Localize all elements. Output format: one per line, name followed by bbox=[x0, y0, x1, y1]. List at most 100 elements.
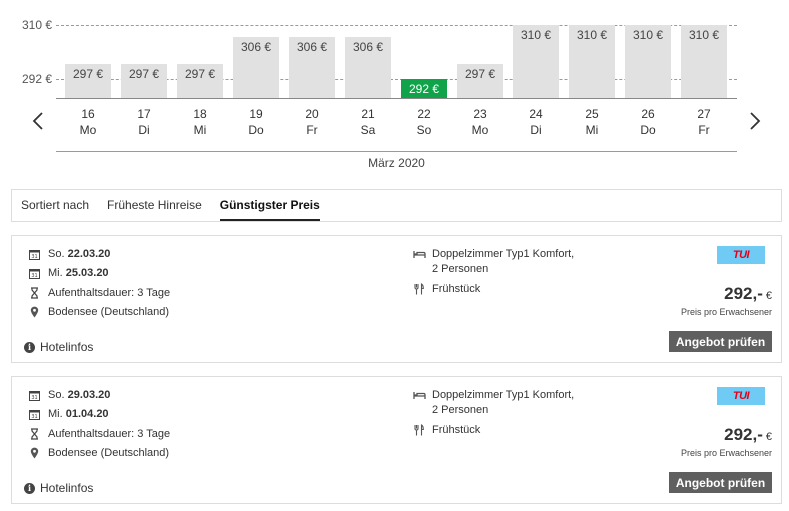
departure-row: 31 So. 22.03.20 bbox=[26, 247, 110, 261]
location-row: Bodensee (Deutschland) bbox=[26, 446, 169, 460]
day-number: 17 bbox=[137, 107, 151, 121]
return-date: 01.04.20 bbox=[65, 408, 109, 420]
day-label[interactable]: 20 Fr bbox=[287, 106, 337, 138]
board-row: Frühstück bbox=[412, 423, 574, 438]
price-bar[interactable]: 306 € bbox=[233, 37, 279, 98]
location-pin-icon bbox=[26, 446, 42, 460]
hotelinfo-link[interactable]: i Hotelinfos bbox=[24, 481, 93, 495]
day-label[interactable]: 23 Mo bbox=[455, 106, 505, 138]
departure-row: 31 So. 29.03.20 bbox=[26, 388, 110, 402]
board-text: Frühstück bbox=[432, 424, 481, 436]
location-pin-icon bbox=[26, 305, 42, 319]
departure-weekday: So. bbox=[48, 248, 65, 260]
sort-option-earliest[interactable]: Früheste Hinreise bbox=[107, 198, 202, 212]
duration-text: Aufenthaltsdauer: 3 Tage bbox=[48, 287, 171, 299]
day-number: 24 bbox=[529, 107, 543, 121]
info-icon: i bbox=[24, 482, 35, 494]
chevron-right-icon bbox=[750, 112, 761, 130]
location-text: Bodensee (Deutschland) bbox=[48, 306, 170, 318]
price-bar[interactable]: 310 € bbox=[569, 25, 615, 98]
location-text: Bodensee (Deutschland) bbox=[48, 447, 170, 459]
room-persons: 2 Personen bbox=[432, 263, 489, 275]
price-bar[interactable]: 297 € bbox=[177, 64, 223, 98]
hourglass-icon bbox=[26, 427, 42, 441]
room-row: Doppelzimmer Typ1 Komfort, 2 Personen bbox=[412, 247, 574, 277]
calendar-icon: 31 bbox=[26, 407, 42, 421]
price: 292,- € bbox=[724, 284, 772, 304]
departure-date: 22.03.20 bbox=[67, 248, 111, 260]
duration-row: Aufenthaltsdauer: 3 Tage bbox=[26, 286, 170, 300]
price-bar[interactable]: 306 € bbox=[289, 37, 335, 98]
day-number: 20 bbox=[305, 107, 319, 121]
weekday: Fr bbox=[698, 123, 710, 137]
day-label[interactable]: 17 Di bbox=[119, 106, 169, 138]
weekday: Sa bbox=[360, 123, 376, 137]
day-number: 18 bbox=[193, 107, 207, 121]
sort-label: Sortiert nach bbox=[21, 198, 90, 212]
day-label[interactable]: 16 Mo bbox=[63, 106, 113, 138]
price-bar[interactable]: 297 € bbox=[457, 64, 503, 98]
price-value: 292,- bbox=[724, 425, 763, 444]
hotelinfo-label: Hotelinfos bbox=[40, 481, 94, 495]
price-bar[interactable]: 306 € bbox=[345, 37, 391, 98]
room-row: Doppelzimmer Typ1 Komfort, 2 Personen bbox=[412, 388, 574, 418]
day-label[interactable]: 22 So bbox=[399, 106, 449, 138]
price-bar[interactable]: 310 € bbox=[625, 25, 671, 98]
price-bar-label: 310 € bbox=[520, 28, 552, 42]
price: 292,- € bbox=[724, 425, 772, 445]
tui-logo: TUI bbox=[717, 387, 765, 405]
day-number: 26 bbox=[641, 107, 655, 121]
day-label[interactable]: 24 Di bbox=[511, 106, 561, 138]
cutlery-icon bbox=[412, 282, 426, 296]
price-bar[interactable]: 297 € bbox=[121, 64, 167, 98]
price-bar-label: 310 € bbox=[688, 28, 720, 42]
price-bar-best[interactable]: 292 € bbox=[401, 79, 447, 98]
weekday: Do bbox=[640, 123, 656, 137]
weekday: Fr bbox=[306, 123, 318, 137]
day-label[interactable]: 18 Mi bbox=[175, 106, 225, 138]
check-offer-button[interactable]: Angebot prüfen bbox=[669, 472, 772, 493]
min-price-gridline bbox=[56, 79, 737, 80]
hotelinfo-link[interactable]: i Hotelinfos bbox=[24, 340, 93, 354]
price-bar-label: 297 € bbox=[72, 67, 104, 81]
day-label[interactable]: 27 Fr bbox=[679, 106, 729, 138]
price-bar[interactable]: 310 € bbox=[513, 25, 559, 98]
weekday: Mi bbox=[193, 123, 207, 137]
departure-date: 29.03.20 bbox=[67, 389, 111, 401]
next-dates-button[interactable] bbox=[745, 108, 765, 134]
offer-card: 31 So. 29.03.20 31 Mi. 01.04.20 Aufentha… bbox=[11, 376, 782, 504]
price-value: 292,- bbox=[724, 284, 763, 303]
room-info: Doppelzimmer Typ1 Komfort, 2 Personen Frü… bbox=[412, 247, 574, 297]
price-bar-label: 297 € bbox=[464, 67, 496, 81]
day-label[interactable]: 21 Sa bbox=[343, 106, 393, 138]
price-bar-label: 297 € bbox=[128, 67, 160, 81]
day-number: 21 bbox=[361, 107, 375, 121]
chevron-left-icon bbox=[32, 112, 43, 130]
weekday: Mi bbox=[585, 123, 599, 137]
day-label[interactable]: 25 Mi bbox=[567, 106, 617, 138]
price-currency: € bbox=[765, 431, 772, 443]
month-label: März 2020 bbox=[368, 156, 425, 170]
day-label[interactable]: 26 Do bbox=[623, 106, 673, 138]
tui-logo-text: TUI bbox=[732, 249, 750, 261]
info-icon: i bbox=[24, 341, 35, 353]
bed-icon bbox=[412, 388, 426, 402]
price-bar-label: 310 € bbox=[632, 28, 664, 42]
price-bar[interactable]: 310 € bbox=[681, 25, 727, 98]
y-axis-min-label: 292 € bbox=[22, 72, 53, 86]
max-price-gridline bbox=[56, 25, 737, 26]
return-date: 25.03.20 bbox=[65, 267, 109, 279]
day-label[interactable]: 19 Do bbox=[231, 106, 281, 138]
price-bar[interactable]: 297 € bbox=[65, 64, 111, 98]
departure-weekday: So. bbox=[48, 389, 65, 401]
chart-baseline bbox=[56, 98, 737, 99]
price-bar-label: 306 € bbox=[352, 40, 384, 54]
offer-card: 31 So. 22.03.20 31 Mi. 25.03.20 Aufentha… bbox=[11, 235, 782, 363]
check-offer-button[interactable]: Angebot prüfen bbox=[669, 331, 772, 352]
sort-option-cheapest[interactable]: Günstigster Preis bbox=[219, 190, 320, 221]
bed-icon bbox=[412, 247, 426, 261]
hotelinfo-label: Hotelinfos bbox=[40, 340, 94, 354]
price-bar-label: 306 € bbox=[240, 40, 272, 54]
room-persons: 2 Personen bbox=[432, 404, 489, 416]
prev-dates-button[interactable] bbox=[28, 108, 48, 134]
